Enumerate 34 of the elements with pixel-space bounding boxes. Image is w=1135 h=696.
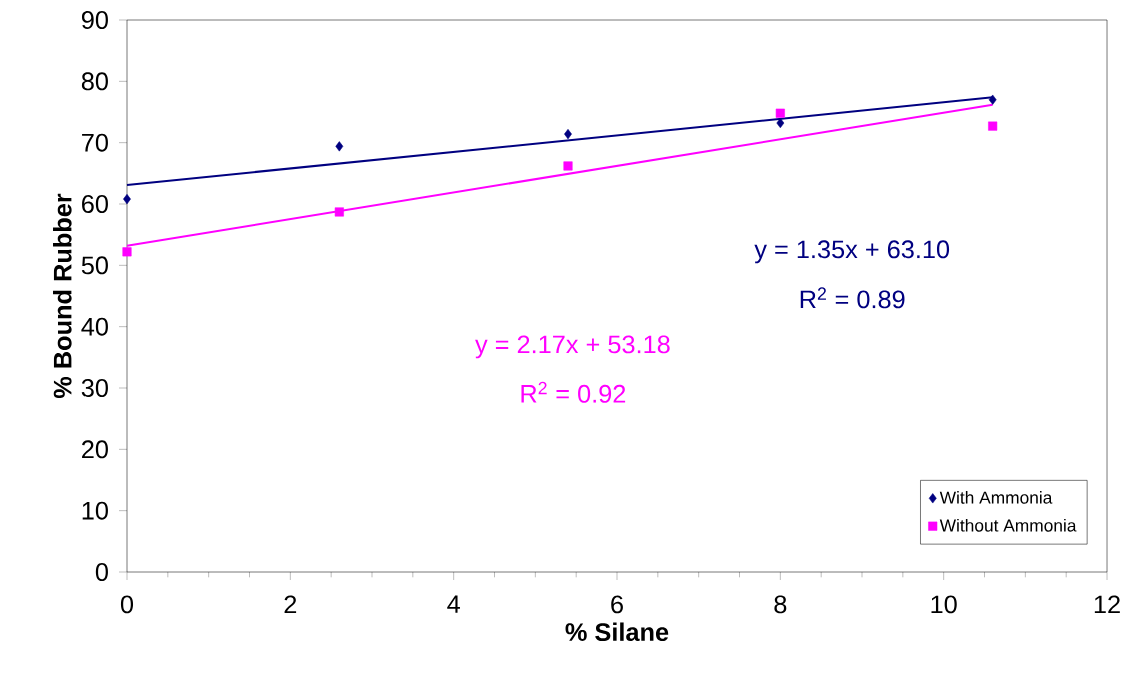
y-tick-label: 0 [95,563,108,581]
point [123,194,131,205]
y-tick-label: 40 [81,317,108,336]
y-tick-label: 90 [81,11,108,29]
y-tick-label: 10 [82,501,108,520]
point [988,121,998,131]
y-tick-label: 20 [82,440,108,459]
x-tick-label: 4 [447,595,460,613]
x-tick-label: 0 [120,595,134,614]
point [564,129,572,140]
x-tick-label: 10 [931,595,957,614]
point [563,161,573,171]
y-tick-label: 30 [81,379,108,397]
annotation: y = 2.17x + 53.18 [475,335,670,359]
y-tick-label: 70 [82,133,108,152]
y-tick-label: 80 [81,72,108,91]
x-tick-label: 6 [611,595,623,614]
legend-label: Without Ammonia [939,518,1077,532]
y-axis-title: % Bound Rubber [53,193,72,399]
point [988,94,997,105]
point [775,108,785,118]
annotation: y = 1.35x + 63.10 [754,240,950,264]
point [122,247,132,257]
annotation: R$^{2}$ = 0.92 [521,381,626,403]
x-tick-label: 2 [284,595,297,614]
point [335,141,344,152]
x-axis-title: % Silane [565,622,669,642]
y-tick-label: 60 [82,195,108,213]
y-tick-label: 50 [81,256,108,275]
point [334,207,344,217]
annotation: R$^{2}$ = 0.89 [800,287,905,309]
legend-label: With Ammonia [939,491,1053,504]
x-tick-label: 12 [1094,595,1120,614]
x-tick-label: 8 [774,595,787,614]
